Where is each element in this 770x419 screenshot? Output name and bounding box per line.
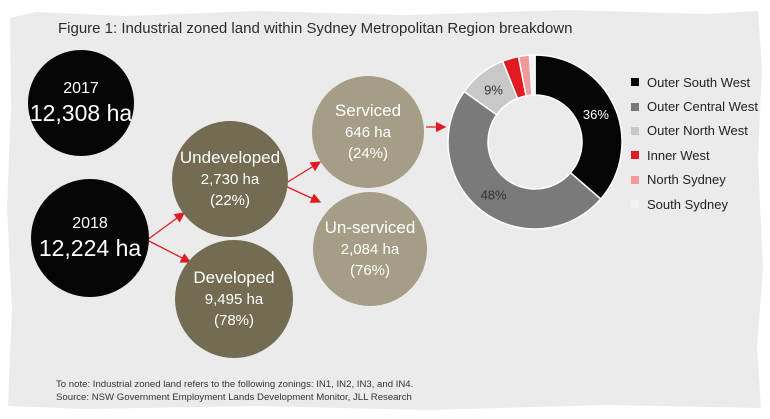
legend-swatch bbox=[631, 78, 639, 87]
total-2017-value: 12,308 ha bbox=[29, 100, 133, 126]
legend: Outer South West Outer Central West Outer … bbox=[631, 70, 758, 216]
legend-label: Outer North West bbox=[647, 123, 748, 139]
developed-value: 9,495 ha bbox=[204, 291, 264, 308]
legend-swatch bbox=[631, 151, 639, 160]
developed-percent: (78%) bbox=[213, 312, 254, 329]
donut-slice-outer-central-west bbox=[447, 90, 602, 230]
legend-item-south-sydney: South Sydney bbox=[631, 192, 758, 216]
unserviced-label: Un-serviced bbox=[324, 218, 416, 237]
circle-unserviced: Un-serviced 2,084 ha (76%) bbox=[313, 192, 427, 306]
legend-item-inner-west: Inner West bbox=[631, 143, 758, 167]
donut-slice-outer-south-west bbox=[534, 54, 623, 201]
legend-label: Outer South West bbox=[647, 74, 751, 90]
undeveloped-percent: (22%) bbox=[209, 192, 250, 209]
year-2018-label: 2018 bbox=[72, 215, 108, 232]
serviced-percent: (24%) bbox=[347, 145, 388, 162]
legend-label: South Sydney bbox=[647, 196, 728, 212]
circle-developed: Developed 9,495 ha (78%) bbox=[175, 240, 293, 358]
legend-item-outer-central-west: Outer Central West bbox=[631, 94, 758, 118]
donut-label-outer-central-west: 48% bbox=[481, 188, 507, 203]
developed-label: Developed bbox=[193, 268, 275, 287]
legend-swatch bbox=[631, 200, 639, 209]
legend-swatch bbox=[631, 102, 639, 111]
legend-item-north-sydney: North Sydney bbox=[631, 168, 758, 192]
legend-label: Inner West bbox=[647, 147, 710, 163]
donut-slice-south-sydney bbox=[528, 54, 536, 96]
arrow-2018-to-developed bbox=[146, 239, 192, 263]
circle-serviced: Serviced 646 ha (24%) bbox=[312, 76, 424, 188]
circle-2018: 2018 12,224 ha bbox=[31, 179, 149, 297]
unserviced-value: 2,084 ha bbox=[340, 241, 400, 258]
serviced-label: Serviced bbox=[334, 101, 402, 120]
donut-label-outer-north-west: 9% bbox=[484, 82, 503, 97]
legend-item-outer-south-west: Outer South West bbox=[631, 70, 758, 94]
total-2018-value: 12,224 ha bbox=[38, 235, 142, 261]
serviced-value: 646 ha bbox=[345, 124, 391, 141]
footer-note: To note: Industrial zoned land refers to… bbox=[56, 379, 414, 390]
unserviced-percent: (76%) bbox=[349, 262, 390, 279]
legend-swatch bbox=[631, 126, 639, 135]
undeveloped-value: 2,730 ha bbox=[200, 171, 260, 188]
undeveloped-label: Undeveloped bbox=[179, 148, 281, 167]
donut-chart: 36% 48% 9% bbox=[447, 54, 623, 230]
arrow-2018-to-undeveloped bbox=[146, 212, 186, 241]
circle-undeveloped: Undeveloped 2,730 ha (22%) bbox=[172, 121, 288, 237]
year-2017-label: 2017 bbox=[63, 80, 99, 97]
legend-label: North Sydney bbox=[647, 172, 726, 188]
arrow-undeveloped-to-unserviced bbox=[282, 184, 322, 203]
circle-2017: 2017 12,308 ha bbox=[28, 50, 134, 156]
arrow-undeveloped-to-serviced bbox=[282, 161, 322, 186]
donut-label-outer-south-west: 36% bbox=[583, 107, 609, 122]
legend-swatch bbox=[631, 175, 639, 184]
chart-title: Figure 1: Industrial zoned land within S… bbox=[58, 20, 573, 37]
legend-label: Outer Central West bbox=[647, 99, 759, 115]
legend-item-outer-north-west: Outer North West bbox=[631, 119, 758, 143]
footer-source: Source: NSW Government Employment Lands … bbox=[56, 392, 412, 403]
